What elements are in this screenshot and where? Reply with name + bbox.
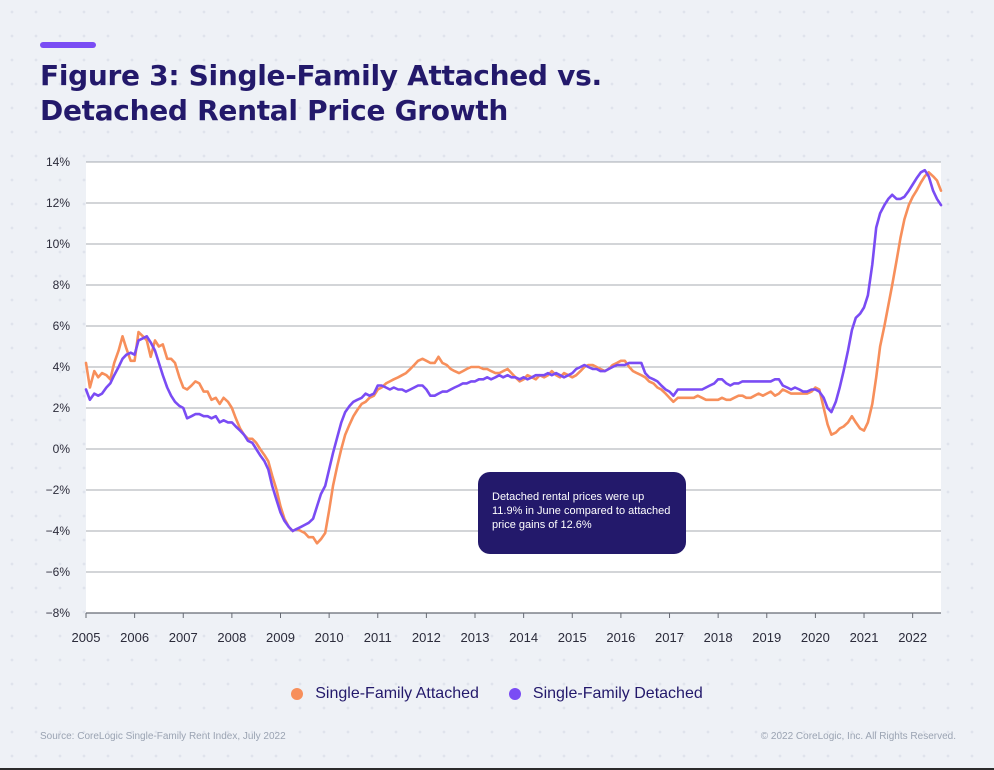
x-tick-label: 2008 xyxy=(217,630,246,645)
x-tick-label: 2009 xyxy=(266,630,295,645)
legend-item-detached: Single-Family Detached xyxy=(508,685,703,703)
annotation-text: Detached rental prices were up 11.9% in … xyxy=(492,491,671,531)
legend-dot-attached xyxy=(291,688,304,700)
y-tick-label: 2% xyxy=(53,401,71,415)
title-accent-bar xyxy=(40,42,96,48)
x-tick-label: 2021 xyxy=(850,630,879,645)
y-tick-label: −2% xyxy=(46,483,71,497)
legend-label-detached: Single-Family Detached xyxy=(532,685,703,702)
y-tick-label: −8% xyxy=(46,606,71,620)
y-tick-label: 8% xyxy=(53,278,71,292)
source-note: Source: CoreLogic Single-Family Rent Ind… xyxy=(40,731,286,742)
x-tick-label: 2011 xyxy=(364,630,392,645)
y-tick-label: 4% xyxy=(53,360,71,374)
bottom-border xyxy=(0,768,994,770)
x-tick-label: 2014 xyxy=(509,630,538,645)
series-line-detached xyxy=(84,168,943,533)
y-tick-label: 10% xyxy=(46,237,70,251)
y-tick-label: 0% xyxy=(53,442,71,456)
y-tick-label: 6% xyxy=(53,319,71,333)
x-tick-label: 2020 xyxy=(801,630,830,645)
line-chart: −8% −6% −4% −2% 0% 2% 4% 6% 8% 10% 12% 14% 2005 2006… xyxy=(46,155,943,645)
x-axis: 2005 2006 2007 2008 2009 2010 2011 2012 2013 2014… xyxy=(72,613,927,645)
y-tick-label: 12% xyxy=(46,196,70,210)
y-tick-label: −4% xyxy=(46,524,71,538)
legend-dot-detached xyxy=(508,688,521,700)
y-axis: −8% −6% −4% −2% 0% 2% 4% 6% 8% 10% 12% 14% xyxy=(46,155,71,620)
x-tick-label: 2016 xyxy=(606,630,635,645)
x-tick-label: 2022 xyxy=(898,630,927,645)
series-group xyxy=(84,168,943,545)
copyright-note: © 2022 CoreLogic, Inc. All Rights Reserv… xyxy=(760,731,956,742)
x-tick-label: 2013 xyxy=(461,630,490,645)
x-tick-label: 2018 xyxy=(704,630,733,645)
x-tick-label: 2019 xyxy=(752,630,781,645)
x-tick-label: 2017 xyxy=(655,630,684,645)
chart-title: Figure 3: Single-Family Attached vs. Det… xyxy=(40,59,602,127)
legend-label-attached: Single-Family Attached xyxy=(315,685,479,702)
series-line-attached xyxy=(84,171,943,545)
y-tick-label: −6% xyxy=(46,565,71,579)
legend: Single-Family Attached Single-Family Det… xyxy=(0,683,994,705)
x-tick-label: 2005 xyxy=(72,630,101,645)
y-tick-label: 14% xyxy=(46,155,70,169)
x-tick-label: 2015 xyxy=(558,630,587,645)
x-tick-label: 2012 xyxy=(412,630,441,645)
legend-item-attached: Single-Family Attached xyxy=(291,685,479,703)
x-tick-label: 2007 xyxy=(169,630,198,645)
annotation-callout: Detached rental prices were up 11.9% in … xyxy=(478,472,686,554)
x-tick-label: 2010 xyxy=(315,630,344,645)
x-tick-label: 2006 xyxy=(120,630,149,645)
